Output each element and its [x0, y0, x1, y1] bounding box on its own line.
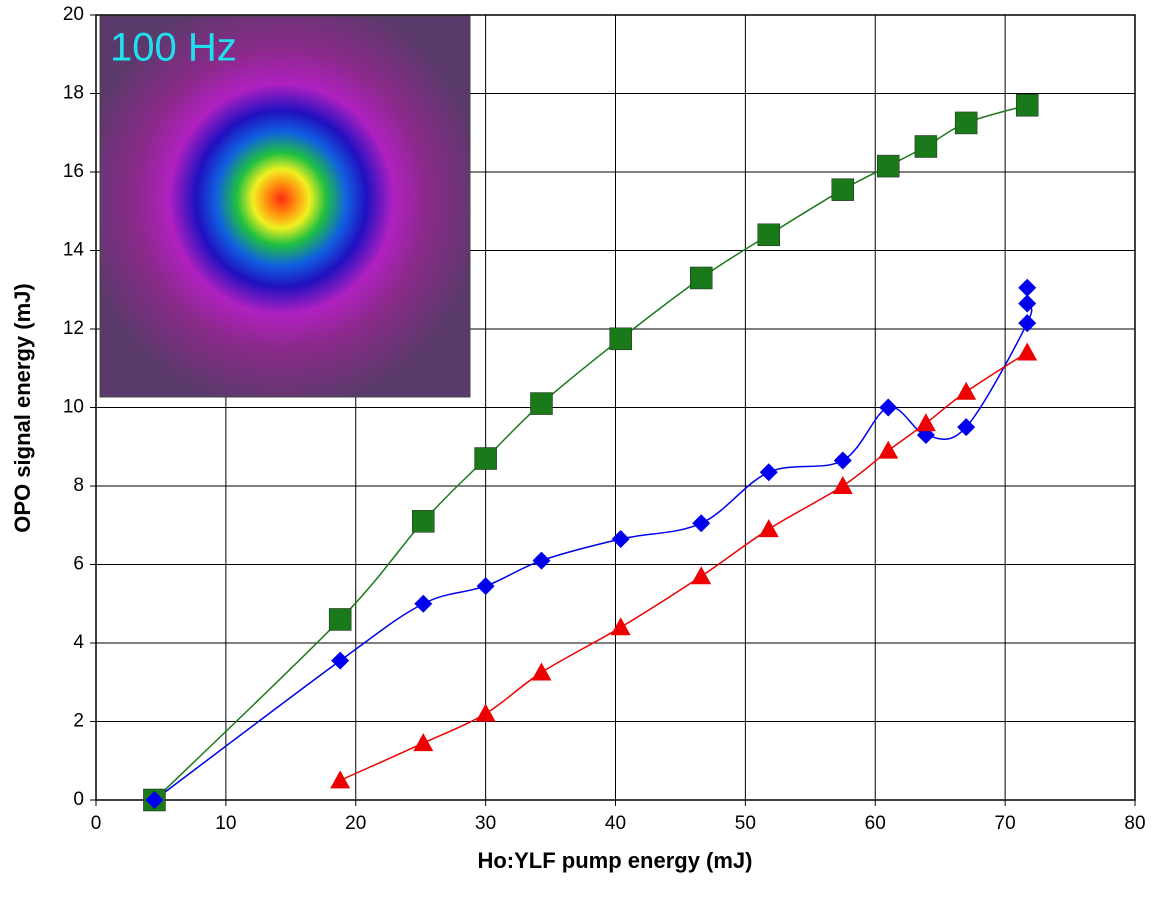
- y-tick-label: 20: [63, 4, 84, 25]
- marker: [834, 451, 852, 469]
- marker: [915, 135, 937, 157]
- marker: [612, 530, 630, 548]
- marker: [477, 577, 495, 595]
- y-axis-title: OPO signal energy (mJ): [10, 283, 35, 532]
- chart: 0 2 4 6 8 10 12 14 16 18 20 0 10 20 30 40 50 60 70 80 100 H…: [0, 0, 1152, 899]
- marker: [690, 267, 712, 289]
- x-tick-label: 60: [865, 813, 886, 834]
- inset-image: [100, 16, 470, 397]
- marker: [758, 224, 780, 246]
- y-tick-label: 0: [73, 789, 84, 810]
- marker: [413, 733, 433, 751]
- marker: [1018, 279, 1036, 297]
- marker: [759, 519, 779, 537]
- y-tick-label: 12: [63, 318, 84, 339]
- marker: [530, 393, 552, 415]
- y-tick-label: 14: [63, 240, 85, 261]
- marker: [692, 514, 710, 532]
- marker: [833, 476, 853, 494]
- marker: [475, 448, 497, 470]
- x-tick-label: 0: [91, 813, 102, 834]
- marker: [532, 552, 550, 570]
- marker: [412, 510, 434, 532]
- marker: [879, 399, 897, 417]
- y-tick-label: 16: [63, 161, 84, 182]
- y-tick-label: 10: [63, 397, 84, 418]
- marker: [691, 566, 711, 584]
- marker: [878, 441, 898, 459]
- marker: [760, 463, 778, 481]
- marker: [414, 595, 432, 613]
- x-tick-label: 20: [345, 813, 366, 834]
- marker: [1018, 294, 1036, 312]
- y-tick-label: 8: [73, 475, 84, 496]
- x-tick-label: 30: [475, 813, 496, 834]
- y-tick-label: 18: [63, 83, 84, 104]
- marker: [329, 608, 351, 630]
- marker: [611, 617, 631, 635]
- marker: [832, 179, 854, 201]
- marker: [956, 382, 976, 400]
- x-tick-label: 80: [1124, 813, 1145, 834]
- y-tick-label: 2: [73, 711, 84, 732]
- x-tick-label: 50: [735, 813, 756, 834]
- x-tick-label: 40: [605, 813, 626, 834]
- marker: [916, 413, 936, 431]
- marker: [476, 704, 496, 722]
- marker: [610, 328, 632, 350]
- x-tick-label: 70: [995, 813, 1016, 834]
- marker: [531, 662, 551, 680]
- x-tick-label: 10: [215, 813, 236, 834]
- marker: [330, 770, 350, 788]
- y-tick-label: 4: [73, 632, 84, 653]
- y-tick-label: 6: [73, 554, 84, 575]
- inset-label: 100 Hz: [110, 26, 237, 70]
- marker: [1017, 343, 1037, 361]
- marker: [877, 155, 899, 177]
- marker: [955, 112, 977, 134]
- marker: [331, 652, 349, 670]
- marker: [1016, 94, 1038, 116]
- x-axis-title: Ho:YLF pump energy (mJ): [477, 848, 752, 873]
